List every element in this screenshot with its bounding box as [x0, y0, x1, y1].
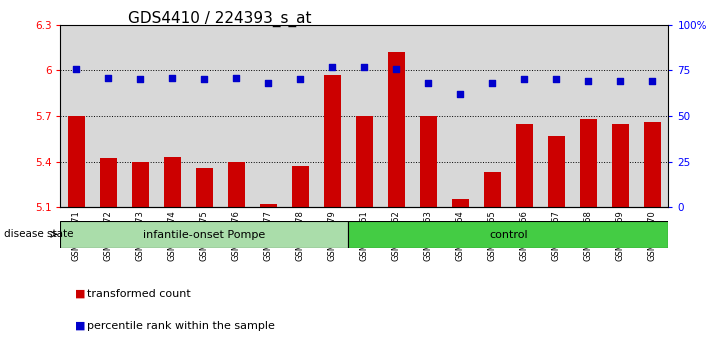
- Point: [230, 75, 242, 80]
- Bar: [252, 25, 284, 207]
- Point: [391, 66, 402, 72]
- Bar: [483, 172, 501, 207]
- Bar: [100, 159, 117, 207]
- Point: [583, 79, 594, 84]
- Bar: [196, 167, 213, 207]
- Bar: [451, 200, 469, 207]
- Bar: [132, 161, 149, 207]
- Bar: [92, 25, 124, 207]
- Point: [486, 80, 498, 86]
- Point: [103, 75, 114, 80]
- Text: percentile rank within the sample: percentile rank within the sample: [87, 321, 274, 331]
- Text: GDS4410 / 224393_s_at: GDS4410 / 224393_s_at: [128, 11, 311, 27]
- Bar: [387, 52, 405, 207]
- Point: [614, 79, 626, 84]
- Bar: [348, 221, 668, 248]
- Bar: [60, 25, 92, 207]
- Text: transformed count: transformed count: [87, 289, 191, 299]
- Point: [358, 64, 370, 69]
- Bar: [60, 221, 348, 248]
- Text: disease state: disease state: [4, 229, 73, 239]
- Bar: [476, 25, 508, 207]
- Bar: [68, 116, 85, 207]
- Bar: [540, 25, 572, 207]
- Bar: [356, 116, 373, 207]
- Bar: [228, 161, 245, 207]
- Bar: [324, 75, 341, 207]
- Bar: [572, 25, 604, 207]
- Point: [518, 77, 530, 82]
- Point: [166, 75, 178, 80]
- Point: [455, 91, 466, 97]
- Bar: [164, 157, 181, 207]
- Bar: [643, 122, 661, 207]
- Text: control: control: [489, 229, 528, 240]
- Text: infantile-onset Pompe: infantile-onset Pompe: [144, 229, 265, 240]
- Bar: [636, 25, 668, 207]
- Bar: [579, 119, 597, 207]
- Text: ■: ■: [75, 321, 85, 331]
- Bar: [547, 136, 565, 207]
- Bar: [419, 116, 437, 207]
- Bar: [292, 166, 309, 207]
- Bar: [515, 124, 533, 207]
- Bar: [156, 25, 188, 207]
- Point: [198, 77, 210, 82]
- Bar: [380, 25, 412, 207]
- Point: [550, 77, 562, 82]
- Bar: [220, 25, 252, 207]
- Bar: [284, 25, 316, 207]
- Text: ■: ■: [75, 289, 85, 299]
- Bar: [444, 25, 476, 207]
- Bar: [611, 124, 629, 207]
- Point: [135, 77, 146, 82]
- Bar: [348, 25, 380, 207]
- Point: [262, 80, 274, 86]
- Bar: [124, 25, 156, 207]
- Point: [422, 80, 434, 86]
- Point: [71, 66, 82, 72]
- Point: [294, 77, 306, 82]
- Bar: [188, 25, 220, 207]
- Point: [326, 64, 338, 69]
- Bar: [604, 25, 636, 207]
- Bar: [260, 204, 277, 207]
- Bar: [412, 25, 444, 207]
- Point: [647, 79, 658, 84]
- Bar: [316, 25, 348, 207]
- Bar: [508, 25, 540, 207]
